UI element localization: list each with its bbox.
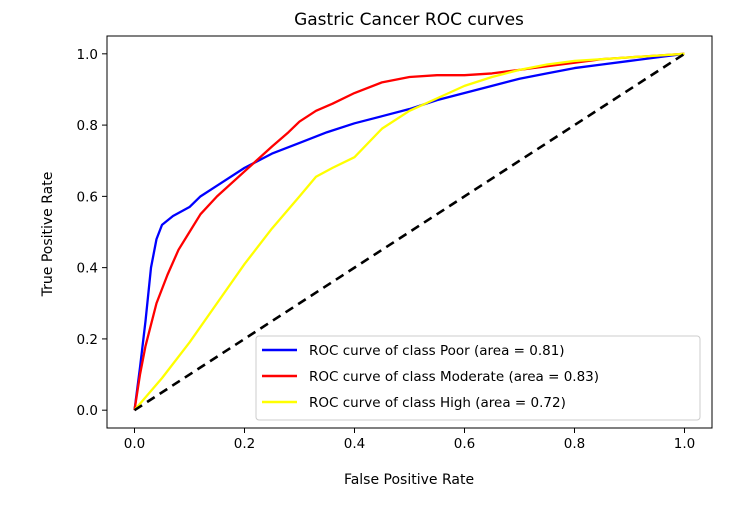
x-tick-label: 0.6 (454, 436, 475, 452)
legend-box (255, 335, 701, 421)
y-tick-label: 0.0 (77, 403, 98, 419)
legend-label-1: ROC curve of class Moderate (area = 0.83… (309, 369, 599, 385)
series-line-1 (133, 52, 685, 411)
x-tick-label: 0.2 (234, 436, 255, 452)
y-tick-label: 0.4 (77, 261, 98, 277)
x-tick-label: 0.8 (564, 436, 585, 452)
x-tick-label: 0.4 (344, 436, 365, 452)
x-tick-label: 0.0 (124, 436, 145, 452)
y-tick-label: 0.2 (77, 332, 98, 348)
chart-title: Gastric Cancer ROC curves (294, 10, 524, 30)
chance-diagonal-line (133, 52, 686, 412)
legend-label-2: ROC curve of class High (area = 0.72) (309, 395, 566, 411)
y-tick-label: 0.8 (77, 118, 98, 134)
ticks-layer: 0.0 0.2 0.4 0.6 0.8 1.0 0.0 0.2 0.4 0.6 0.8 1.0 (77, 47, 696, 452)
plot-frame (106, 35, 713, 429)
y-tick-label: 1.0 (77, 47, 98, 63)
legend: ROC curve of class Poor (area = 0.81) ROC… (255, 335, 701, 421)
y-axis-label: True Positive Rate (40, 172, 56, 298)
legend-entries: ROC curve of class Poor (area = 0.81) ROC… (262, 343, 599, 411)
legend-label-0: ROC curve of class Poor (area = 0.81) (309, 343, 565, 359)
series-line-2 (133, 52, 685, 411)
series-layer (133, 52, 686, 412)
series-line-0 (133, 52, 685, 411)
y-tick-label: 0.6 (77, 189, 98, 205)
x-axis-label: False Positive Rate (344, 472, 474, 488)
x-tick-label: 1.0 (674, 436, 695, 452)
